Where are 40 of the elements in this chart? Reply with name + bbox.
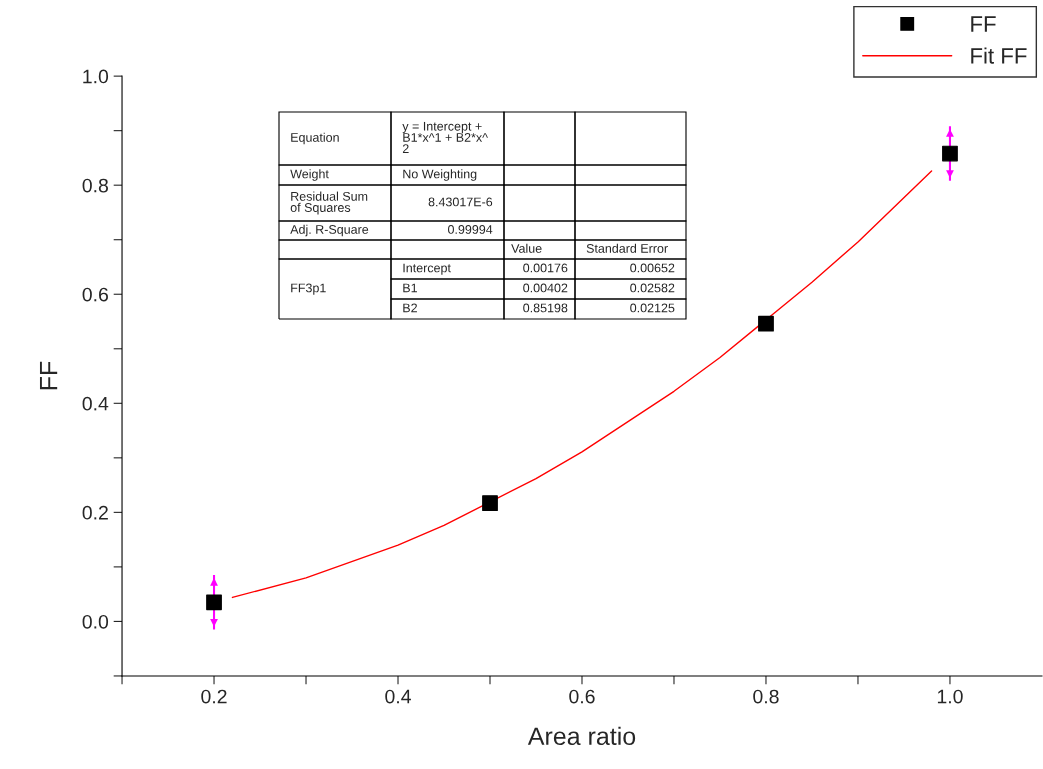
annotation: Equation (291, 132, 339, 145)
y-tick-label: 1.0 (83, 69, 109, 84)
y-tick-label: 0.6 (82, 287, 108, 302)
legend-label: Fit FF (971, 47, 1027, 64)
annotation: 8.43017E-6 (428, 197, 493, 207)
annotation: 0.00402 (523, 283, 568, 293)
y-tick-label: 0.0 (82, 614, 109, 629)
annotation: Weight (290, 169, 329, 181)
annotation: Adj. R-Square (290, 224, 369, 237)
x-tick-label: 1.0 (937, 689, 963, 704)
point (206, 594, 222, 611)
annotation: Value (511, 243, 542, 253)
x-tick-label: 0.6 (569, 689, 595, 704)
annotation: 0.00176 (523, 263, 568, 273)
annotation: B2 (403, 303, 417, 313)
annotation: Intercept (403, 263, 451, 275)
line-series (231, 170, 933, 599)
point (482, 495, 498, 511)
annotation: Residual Sum of Squares (290, 191, 368, 215)
point (758, 315, 774, 332)
annotation: 0.00652 (630, 263, 675, 273)
annotation: y = Intercept + B1*x^1 + B2*x^ 2 (402, 121, 488, 153)
y-tick-label: 0.2 (82, 505, 108, 520)
annotation: 0.02582 (630, 283, 675, 293)
point (942, 145, 958, 162)
x-axis-title: Area ratio (527, 726, 636, 746)
text: FF (971, 16, 996, 32)
x-tick-label: 0.4 (385, 689, 411, 704)
y-axis-title: FF (39, 361, 58, 390)
x-tick-label: 0.2 (201, 689, 227, 704)
annotation: 0.85198 (523, 303, 568, 313)
y-tick-label: 0.8 (82, 178, 108, 193)
y-tick-label: 0.4 (82, 396, 109, 411)
x-tick-label: 0.8 (753, 689, 779, 704)
annotation: 0.99994 (448, 225, 493, 234)
annotation: FF3p1 (291, 283, 326, 295)
annotation: Standard Error (586, 243, 668, 253)
annotation: No Weighting (403, 169, 477, 181)
annotation: B1 (403, 283, 417, 293)
annotation: 0.02125 (630, 303, 675, 313)
